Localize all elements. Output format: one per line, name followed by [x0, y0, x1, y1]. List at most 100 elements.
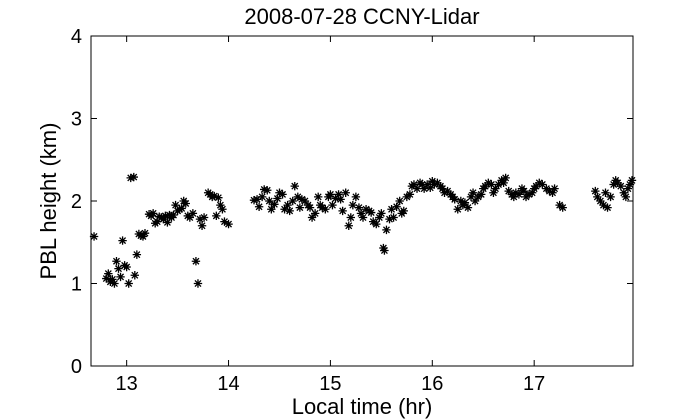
- data-point-marker: [603, 203, 612, 212]
- data-point-marker: [346, 213, 355, 222]
- data-point-marker: [153, 217, 162, 226]
- data-point-marker: [249, 195, 259, 205]
- data-point-marker: [387, 205, 396, 214]
- data-point-marker: [601, 188, 610, 197]
- data-point-marker: [460, 198, 470, 207]
- data-point-marker: [280, 205, 289, 214]
- data-point-marker: [252, 195, 262, 204]
- data-point-marker: [380, 246, 389, 255]
- data-point-marker: [405, 190, 415, 199]
- data-point-marker: [265, 196, 274, 206]
- data-point-marker: [220, 217, 229, 226]
- data-point-marker: [509, 192, 519, 202]
- data-point-marker: [210, 191, 219, 201]
- data-point-marker: [599, 200, 608, 210]
- data-point-marker: [341, 188, 350, 197]
- y-tick-label: 0: [71, 356, 82, 378]
- data-point-marker: [519, 186, 529, 196]
- data-point-marker: [438, 184, 447, 193]
- data-point-marker: [494, 180, 503, 189]
- data-point-marker: [163, 218, 172, 227]
- data-point-marker: [278, 190, 287, 199]
- data-point-marker: [395, 196, 404, 206]
- data-point-marker: [621, 192, 631, 202]
- data-point-marker: [263, 186, 272, 195]
- data-point-marker: [527, 188, 537, 197]
- data-point-marker: [627, 176, 637, 185]
- data-point-marker: [593, 192, 602, 202]
- data-point-marker: [216, 200, 225, 210]
- data-point-marker: [623, 184, 633, 193]
- data-point-marker: [491, 184, 500, 193]
- x-axis-title: Local time (hr): [292, 394, 433, 419]
- data-point-marker: [185, 213, 195, 222]
- data-point-marker: [293, 192, 303, 202]
- data-point-marker: [307, 213, 317, 222]
- data-point-marker: [504, 186, 513, 196]
- x-tick-label: 15: [319, 373, 341, 395]
- data-point-marker: [114, 264, 123, 273]
- y-tick-label: 1: [71, 274, 82, 296]
- data-point-marker: [129, 172, 138, 182]
- data-point-marker: [285, 206, 294, 216]
- data-point-marker: [453, 205, 462, 214]
- data-point-marker: [514, 190, 524, 199]
- data-point-marker: [423, 180, 432, 189]
- data-point-marker: [375, 213, 384, 222]
- data-point-marker: [321, 205, 330, 214]
- data-point-marker: [409, 180, 419, 189]
- data-point-marker: [288, 196, 297, 206]
- data-point-marker: [366, 208, 376, 217]
- data-point-marker: [538, 180, 547, 189]
- y-tick-label: 4: [71, 26, 82, 48]
- data-point-marker: [208, 192, 217, 202]
- data-point-marker: [197, 221, 207, 230]
- data-point-marker: [466, 192, 476, 202]
- data-point-marker: [169, 210, 178, 220]
- data-point-marker: [487, 180, 496, 189]
- data-point-marker: [613, 178, 622, 188]
- data-point-marker: [548, 188, 557, 197]
- data-point-marker: [297, 195, 307, 204]
- x-tick-label: 16: [421, 373, 443, 395]
- data-point-marker: [426, 183, 435, 192]
- data-point-marker: [110, 279, 119, 288]
- data-point-marker: [443, 186, 452, 196]
- data-point-marker: [290, 181, 299, 191]
- data-point-marker: [102, 274, 111, 283]
- data-point-marker: [550, 184, 559, 193]
- data-point-marker: [501, 173, 510, 183]
- data-point-marker: [148, 209, 158, 218]
- data-point-marker: [356, 209, 366, 218]
- data-point-marker: [155, 212, 164, 221]
- data-point-marker: [609, 180, 618, 189]
- data-point-marker: [338, 206, 347, 216]
- data-point-marker: [377, 209, 386, 218]
- data-point-marker: [273, 194, 282, 203]
- data-point-marker: [104, 269, 113, 278]
- data-point-marker: [326, 190, 335, 199]
- data-point-marker: [283, 200, 292, 210]
- data-point-marker: [224, 219, 233, 229]
- x-tick-label: 13: [116, 373, 138, 395]
- data-point-marker: [348, 200, 358, 210]
- data-point-marker: [481, 181, 490, 191]
- data-point-marker: [336, 195, 345, 204]
- axis-ticks: 13 14 15 16 17 0 1 2 3 4: [71, 26, 633, 395]
- data-point-marker: [351, 192, 361, 202]
- data-point-marker: [389, 213, 398, 222]
- data-point-marker: [328, 200, 337, 210]
- data-point-marker: [379, 243, 388, 253]
- data-point-marker: [382, 225, 391, 235]
- data-point-marker: [122, 262, 131, 272]
- data-point-marker: [188, 209, 198, 218]
- data-point-marker: [596, 196, 605, 206]
- data-point-marker: [476, 190, 486, 199]
- data-point-marker: [89, 232, 99, 241]
- data-point-marker: [116, 272, 125, 282]
- data-point-marker: [254, 202, 264, 211]
- chart-title: 2008-07-28 CCNY-Lidar: [244, 4, 479, 29]
- data-point-marker: [399, 206, 408, 216]
- data-point-marker: [591, 186, 600, 196]
